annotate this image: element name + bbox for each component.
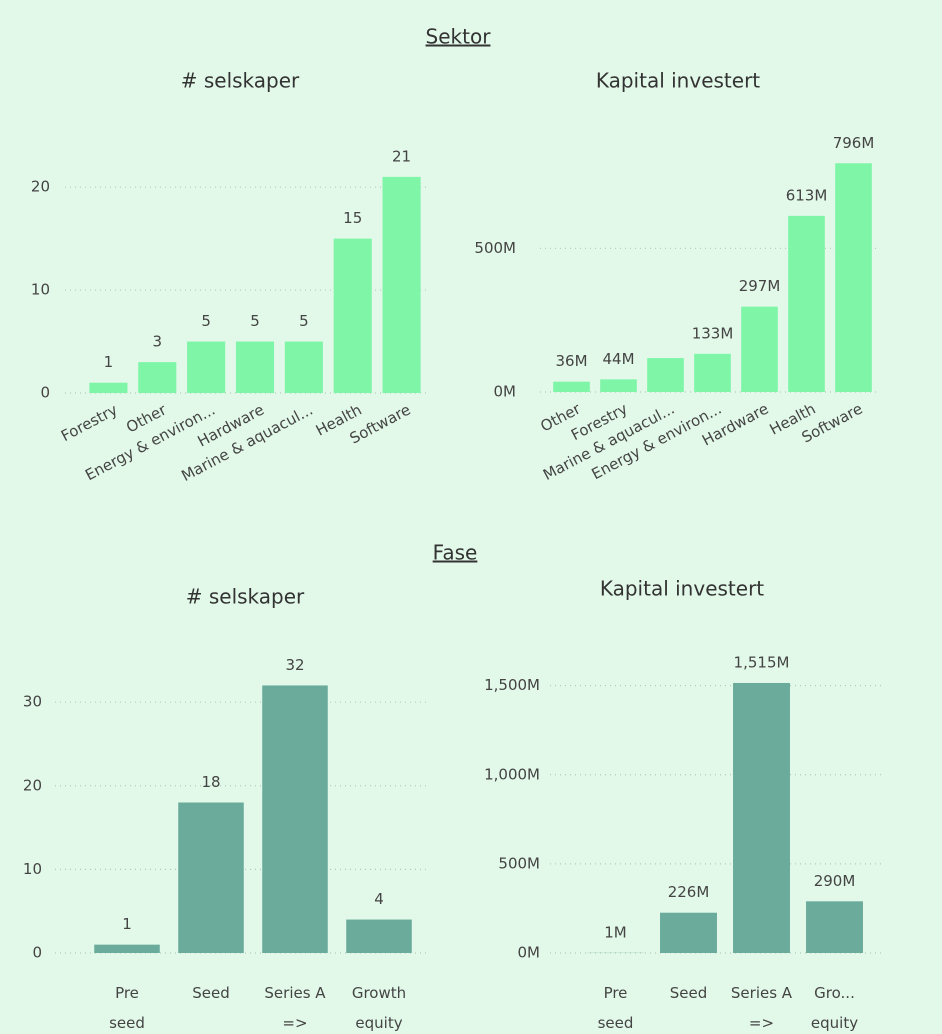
data-label: 226M bbox=[668, 883, 710, 901]
data-label: 1,515M bbox=[734, 653, 790, 671]
bar bbox=[694, 353, 731, 392]
y-tick-label: 20 bbox=[31, 178, 50, 196]
x-tick-label-box: Series A => bbox=[264, 984, 326, 1032]
bar bbox=[235, 341, 275, 393]
data-label: 15 bbox=[343, 209, 362, 227]
bar bbox=[835, 163, 872, 392]
y-tick-label: 500M bbox=[474, 239, 516, 257]
x-tick-label-box: Pre seed bbox=[597, 984, 634, 1032]
bar bbox=[733, 682, 790, 953]
y-tick-label: 500M bbox=[498, 854, 540, 872]
bar bbox=[178, 802, 244, 953]
bar bbox=[788, 215, 825, 392]
bar bbox=[262, 685, 328, 953]
bar bbox=[89, 382, 128, 393]
bar bbox=[647, 358, 684, 392]
data-label: 21 bbox=[392, 147, 411, 165]
x-tick-label-box: Gro... equity bbox=[810, 984, 859, 1032]
bar bbox=[138, 362, 177, 393]
bar bbox=[600, 379, 637, 392]
bar bbox=[806, 901, 863, 953]
section-title: Fase bbox=[433, 541, 478, 565]
x-tick-label: Series A => bbox=[264, 984, 326, 1032]
x-tick-label: Gro... equity bbox=[810, 984, 859, 1032]
bar bbox=[346, 919, 412, 953]
x-tick-label-box: Seed bbox=[192, 984, 230, 1002]
bar bbox=[187, 341, 226, 393]
x-tick-label-box: Growth equity bbox=[351, 984, 407, 1032]
data-label: 5 bbox=[299, 312, 309, 330]
data-label: 297M bbox=[739, 277, 781, 295]
data-label: 1M bbox=[604, 923, 627, 941]
y-tick-label: 0M bbox=[494, 383, 517, 401]
chart-title: # selskaper bbox=[181, 69, 300, 93]
x-tick-label-box: Seed bbox=[669, 984, 708, 1002]
x-tick-label: Seed bbox=[192, 984, 230, 1002]
data-label: 36M bbox=[555, 352, 587, 370]
bar bbox=[333, 238, 372, 393]
bar bbox=[382, 176, 421, 393]
y-tick-label: 0 bbox=[40, 384, 50, 402]
data-label: 796M bbox=[833, 134, 875, 152]
y-tick-label: 0 bbox=[32, 944, 42, 962]
data-label: 5 bbox=[201, 312, 211, 330]
x-tick-label: Pre seed bbox=[597, 984, 634, 1032]
bar bbox=[553, 381, 590, 392]
data-label: 4 bbox=[374, 890, 384, 908]
bar bbox=[94, 944, 160, 953]
y-tick-label: 10 bbox=[23, 860, 42, 878]
chart-title: # selskaper bbox=[186, 585, 305, 609]
x-tick-label: Seed bbox=[669, 984, 708, 1002]
chart-title: Kapital investert bbox=[600, 577, 764, 601]
bar bbox=[284, 341, 323, 393]
data-label: 613M bbox=[786, 186, 828, 204]
data-label: 133M bbox=[692, 324, 734, 342]
bar bbox=[660, 912, 717, 953]
data-label: 18 bbox=[201, 773, 220, 791]
y-tick-label: 1,500M bbox=[484, 676, 540, 694]
data-label: 3 bbox=[153, 333, 163, 351]
x-tick-label: Series A => bbox=[730, 984, 793, 1032]
data-label: 1 bbox=[122, 915, 132, 933]
y-tick-label: 10 bbox=[31, 281, 50, 299]
y-tick-label: 30 bbox=[23, 693, 42, 711]
x-tick-label: Forestry bbox=[58, 401, 120, 446]
section-title: Sektor bbox=[426, 25, 492, 49]
bar bbox=[741, 306, 778, 392]
data-label: 1 bbox=[104, 353, 114, 371]
x-tick-label: Pre seed bbox=[109, 984, 145, 1032]
data-label: 44M bbox=[602, 350, 634, 368]
x-tick-label: Growth equity bbox=[351, 984, 407, 1032]
data-label: 290M bbox=[814, 872, 856, 890]
chart-title: Kapital investert bbox=[596, 69, 760, 93]
y-tick-label: 1,000M bbox=[484, 765, 540, 783]
y-tick-label: 20 bbox=[23, 776, 42, 794]
y-tick-label: 0M bbox=[518, 944, 541, 962]
data-label: 32 bbox=[285, 656, 304, 674]
x-tick-label-box: Series A => bbox=[730, 984, 793, 1032]
x-tick-label-box: Pre seed bbox=[109, 984, 145, 1032]
data-label: 5 bbox=[250, 312, 260, 330]
